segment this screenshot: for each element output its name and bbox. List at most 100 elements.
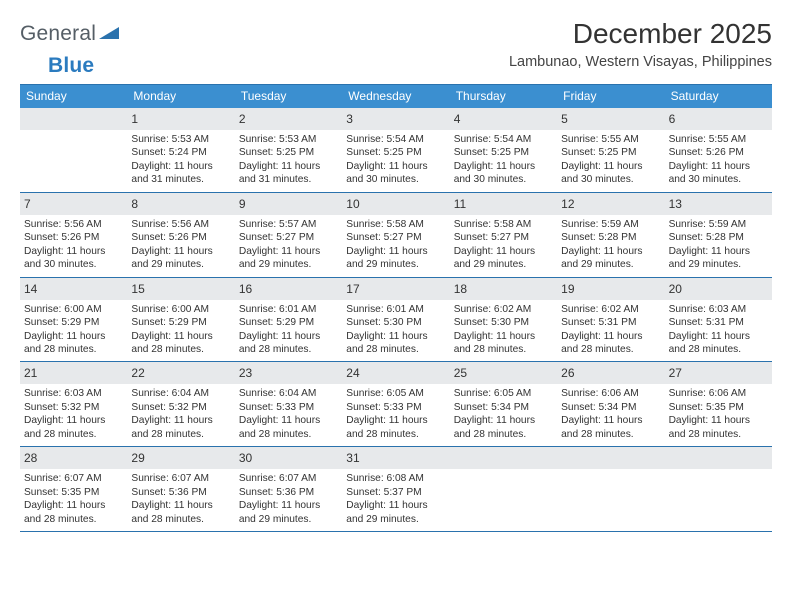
daylight-text: Daylight: 11 hours and 30 minutes.	[561, 160, 660, 187]
day-info: Sunrise: 6:02 AMSunset: 5:31 PMDaylight:…	[561, 303, 660, 357]
daylight-text: Daylight: 11 hours and 29 minutes.	[239, 245, 338, 272]
daylight-text: Daylight: 11 hours and 29 minutes.	[346, 499, 445, 526]
sunrise-text: Sunrise: 5:55 AM	[561, 133, 660, 146]
daynum-row: 2	[235, 108, 342, 130]
day-info: Sunrise: 5:59 AMSunset: 5:28 PMDaylight:…	[561, 218, 660, 272]
brand-part2: Blue	[48, 54, 94, 77]
day-number: 27	[669, 366, 682, 380]
dayname-wed: Wednesday	[342, 85, 449, 108]
day-info: Sunrise: 5:53 AMSunset: 5:25 PMDaylight:…	[239, 133, 338, 187]
daylight-text: Daylight: 11 hours and 28 minutes.	[239, 330, 338, 357]
day-cell: 3Sunrise: 5:54 AMSunset: 5:25 PMDaylight…	[342, 108, 449, 192]
sunset-text: Sunset: 5:25 PM	[561, 146, 660, 159]
calendar-table: Sunday Monday Tuesday Wednesday Thursday…	[20, 84, 772, 532]
day-number: 7	[24, 197, 31, 211]
sunset-text: Sunset: 5:32 PM	[131, 401, 230, 414]
daynum-row: 3	[342, 108, 449, 130]
day-info: Sunrise: 6:00 AMSunset: 5:29 PMDaylight:…	[24, 303, 123, 357]
sunset-text: Sunset: 5:36 PM	[131, 486, 230, 499]
week-row: 28Sunrise: 6:07 AMSunset: 5:35 PMDayligh…	[20, 447, 772, 532]
day-cell: .	[665, 447, 772, 531]
day-number: 6	[669, 112, 676, 126]
day-cell: .	[557, 447, 664, 531]
day-info: Sunrise: 5:57 AMSunset: 5:27 PMDaylight:…	[239, 218, 338, 272]
day-cell: 24Sunrise: 6:05 AMSunset: 5:33 PMDayligh…	[342, 362, 449, 446]
brand-triangle-icon	[99, 25, 119, 44]
day-info: Sunrise: 5:56 AMSunset: 5:26 PMDaylight:…	[131, 218, 230, 272]
sunset-text: Sunset: 5:35 PM	[669, 401, 768, 414]
daynum-row: 13	[665, 193, 772, 215]
sunrise-text: Sunrise: 6:04 AM	[239, 387, 338, 400]
sunrise-text: Sunrise: 6:04 AM	[131, 387, 230, 400]
dayname-sat: Saturday	[665, 85, 772, 108]
day-info: Sunrise: 5:55 AMSunset: 5:26 PMDaylight:…	[669, 133, 768, 187]
daynum-row: 4	[450, 108, 557, 130]
daynum-row: 16	[235, 278, 342, 300]
day-number: 10	[346, 197, 359, 211]
day-cell: 12Sunrise: 5:59 AMSunset: 5:28 PMDayligh…	[557, 193, 664, 277]
daynum-row: 9	[235, 193, 342, 215]
daynum-row: 18	[450, 278, 557, 300]
day-number: 14	[24, 282, 37, 296]
sunset-text: Sunset: 5:25 PM	[346, 146, 445, 159]
day-number: 21	[24, 366, 37, 380]
daynum-row: 5	[557, 108, 664, 130]
sunset-text: Sunset: 5:30 PM	[454, 316, 553, 329]
daynum-row: .	[20, 108, 127, 130]
sunset-text: Sunset: 5:32 PM	[24, 401, 123, 414]
day-info: Sunrise: 6:08 AMSunset: 5:37 PMDaylight:…	[346, 472, 445, 526]
day-number: 26	[561, 366, 574, 380]
sunrise-text: Sunrise: 6:06 AM	[561, 387, 660, 400]
day-number: 15	[131, 282, 144, 296]
day-info: Sunrise: 6:06 AMSunset: 5:35 PMDaylight:…	[669, 387, 768, 441]
sunrise-text: Sunrise: 5:58 AM	[346, 218, 445, 231]
daylight-text: Daylight: 11 hours and 28 minutes.	[24, 499, 123, 526]
sunrise-text: Sunrise: 5:58 AM	[454, 218, 553, 231]
day-number: 23	[239, 366, 252, 380]
sunset-text: Sunset: 5:27 PM	[346, 231, 445, 244]
sunrise-text: Sunrise: 5:59 AM	[669, 218, 768, 231]
daylight-text: Daylight: 11 hours and 29 minutes.	[239, 499, 338, 526]
daylight-text: Daylight: 11 hours and 28 minutes.	[131, 499, 230, 526]
day-cell: 28Sunrise: 6:07 AMSunset: 5:35 PMDayligh…	[20, 447, 127, 531]
sunrise-text: Sunrise: 6:02 AM	[454, 303, 553, 316]
daylight-text: Daylight: 11 hours and 28 minutes.	[346, 330, 445, 357]
daylight-text: Daylight: 11 hours and 31 minutes.	[131, 160, 230, 187]
sunrise-text: Sunrise: 6:03 AM	[669, 303, 768, 316]
day-number: 18	[454, 282, 467, 296]
day-number: 16	[239, 282, 252, 296]
day-cell: 15Sunrise: 6:00 AMSunset: 5:29 PMDayligh…	[127, 278, 234, 362]
sunset-text: Sunset: 5:25 PM	[454, 146, 553, 159]
day-info: Sunrise: 6:07 AMSunset: 5:36 PMDaylight:…	[131, 472, 230, 526]
day-number: 25	[454, 366, 467, 380]
day-cell: 8Sunrise: 5:56 AMSunset: 5:26 PMDaylight…	[127, 193, 234, 277]
day-number: 1	[131, 112, 138, 126]
sunset-text: Sunset: 5:26 PM	[131, 231, 230, 244]
sunset-text: Sunset: 5:26 PM	[24, 231, 123, 244]
daylight-text: Daylight: 11 hours and 28 minutes.	[561, 330, 660, 357]
sunrise-text: Sunrise: 6:05 AM	[454, 387, 553, 400]
day-cell: 7 Sunrise: 5:56 AMSunset: 5:26 PMDaylight…	[20, 193, 127, 277]
day-info: Sunrise: 6:05 AMSunset: 5:34 PMDaylight:…	[454, 387, 553, 441]
sunrise-text: Sunrise: 6:05 AM	[346, 387, 445, 400]
daynum-row: 28	[20, 447, 127, 469]
daynum-row: 20	[665, 278, 772, 300]
day-info: Sunrise: 6:06 AMSunset: 5:34 PMDaylight:…	[561, 387, 660, 441]
day-cell: 26 Sunrise: 6:06 AMSunset: 5:34 PMDayligh…	[557, 362, 664, 446]
daynum-row: 15	[127, 278, 234, 300]
day-info: Sunrise: 6:01 AMSunset: 5:29 PMDaylight:…	[239, 303, 338, 357]
sunset-text: Sunset: 5:33 PM	[346, 401, 445, 414]
day-cell: 2 Sunrise: 5:53 AMSunset: 5:25 PMDaylight…	[235, 108, 342, 192]
day-info: Sunrise: 5:55 AMSunset: 5:25 PMDaylight:…	[561, 133, 660, 187]
day-cell: 25 Sunrise: 6:05 AMSunset: 5:34 PMDayligh…	[450, 362, 557, 446]
day-info: Sunrise: 5:58 AMSunset: 5:27 PMDaylight:…	[346, 218, 445, 272]
sunrise-text: Sunrise: 6:07 AM	[239, 472, 338, 485]
daynum-row: 6	[665, 108, 772, 130]
daynum-row: 14	[20, 278, 127, 300]
daylight-text: Daylight: 11 hours and 30 minutes.	[454, 160, 553, 187]
day-cell: 9 Sunrise: 5:57 AMSunset: 5:27 PMDaylight…	[235, 193, 342, 277]
daylight-text: Daylight: 11 hours and 28 minutes.	[24, 330, 123, 357]
day-cell: 1Sunrise: 5:53 AMSunset: 5:24 PMDaylight…	[127, 108, 234, 192]
day-info: Sunrise: 5:56 AMSunset: 5:26 PMDaylight:…	[24, 218, 123, 272]
daylight-text: Daylight: 11 hours and 28 minutes.	[239, 414, 338, 441]
